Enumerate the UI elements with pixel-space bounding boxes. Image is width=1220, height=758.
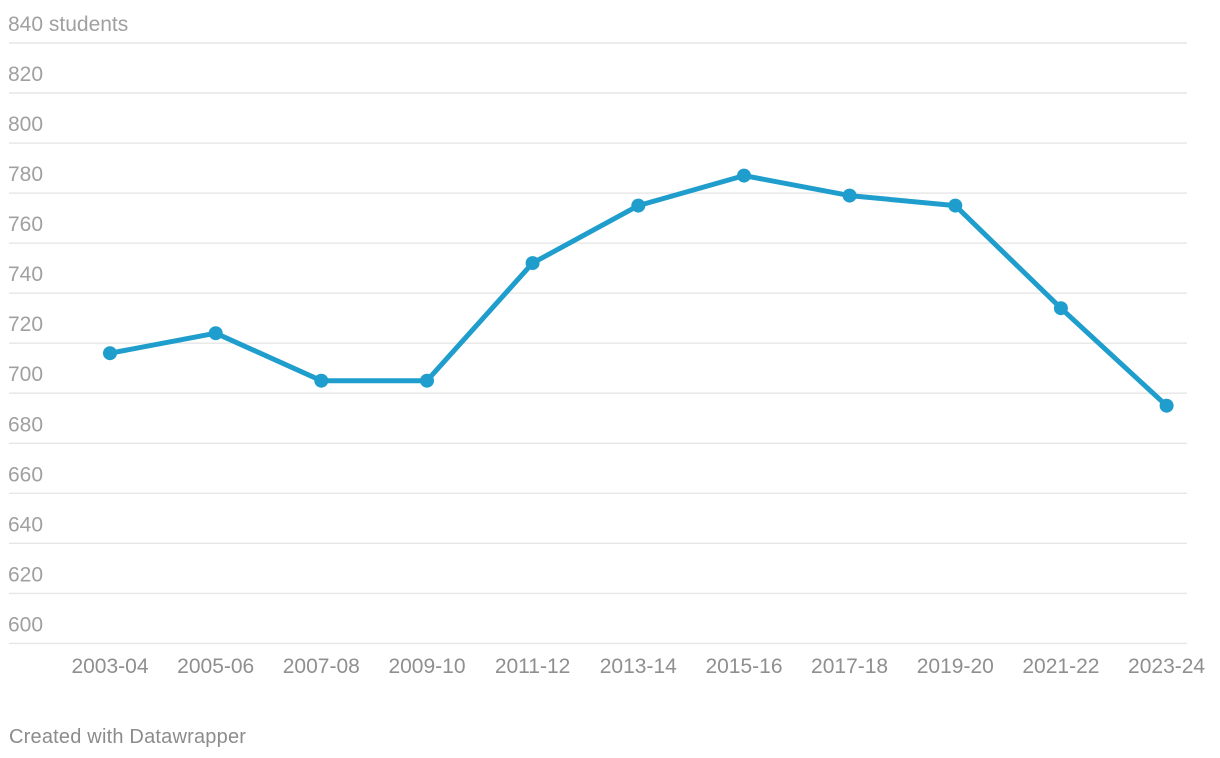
data-point[interactable] <box>420 373 434 388</box>
data-point[interactable] <box>208 326 223 341</box>
data-point[interactable] <box>737 168 751 183</box>
x-tick-label: 2013-14 <box>600 655 677 678</box>
y-tick-label: 800 <box>8 113 43 136</box>
data-point[interactable] <box>1053 301 1068 316</box>
x-tick-label: 2021-22 <box>1022 655 1099 678</box>
y-tick-label: 640 <box>8 513 43 536</box>
line-chart: 600 620 640 660 680 700 720 740 760 780 800 820 840 … <box>8 13 1205 678</box>
x-tick-label: 2003-04 <box>71 655 148 678</box>
data-point[interactable] <box>314 373 329 388</box>
x-tick-label: 2019-20 <box>917 655 994 678</box>
data-point[interactable] <box>631 198 646 213</box>
attribution-text: Created with Datawrapper <box>9 726 247 748</box>
x-tick-label: 2017-18 <box>811 655 888 678</box>
y-tick-label: 780 <box>8 163 43 186</box>
x-tick-label: 2009-10 <box>388 655 465 678</box>
y-tick-label: 760 <box>8 213 43 236</box>
x-tick-label: 2007-08 <box>283 655 360 678</box>
y-tick-label: 720 <box>8 313 43 336</box>
y-tick-label: 600 <box>8 613 43 636</box>
data-point[interactable] <box>103 346 117 361</box>
data-point[interactable] <box>1159 398 1174 413</box>
data-point[interactable] <box>948 198 963 213</box>
y-tick-label: 820 <box>8 63 43 86</box>
y-tick-label: 700 <box>8 363 43 386</box>
x-tick-label: 2011-12 <box>495 655 571 678</box>
y-tick-label: 620 <box>8 563 43 586</box>
x-tick-label: 2005-06 <box>177 655 254 678</box>
y-tick-label: 680 <box>8 413 43 436</box>
y-tick-label: 660 <box>8 463 43 486</box>
y-tick-label: 840 students <box>8 13 128 36</box>
data-point[interactable] <box>842 188 857 203</box>
data-point[interactable] <box>525 256 540 271</box>
x-tick-label: 2015-16 <box>705 655 782 678</box>
x-tick-label: 2023-24 <box>1128 655 1205 678</box>
y-tick-label: 740 <box>8 263 43 286</box>
